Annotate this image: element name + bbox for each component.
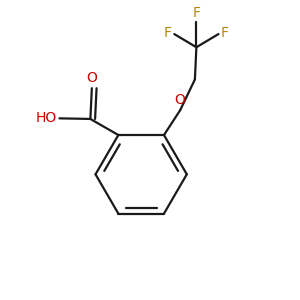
Text: F: F xyxy=(221,26,229,40)
Text: F: F xyxy=(192,6,200,20)
Text: F: F xyxy=(164,26,172,40)
Text: O: O xyxy=(175,93,186,106)
Text: HO: HO xyxy=(36,111,57,125)
Text: O: O xyxy=(86,71,97,85)
